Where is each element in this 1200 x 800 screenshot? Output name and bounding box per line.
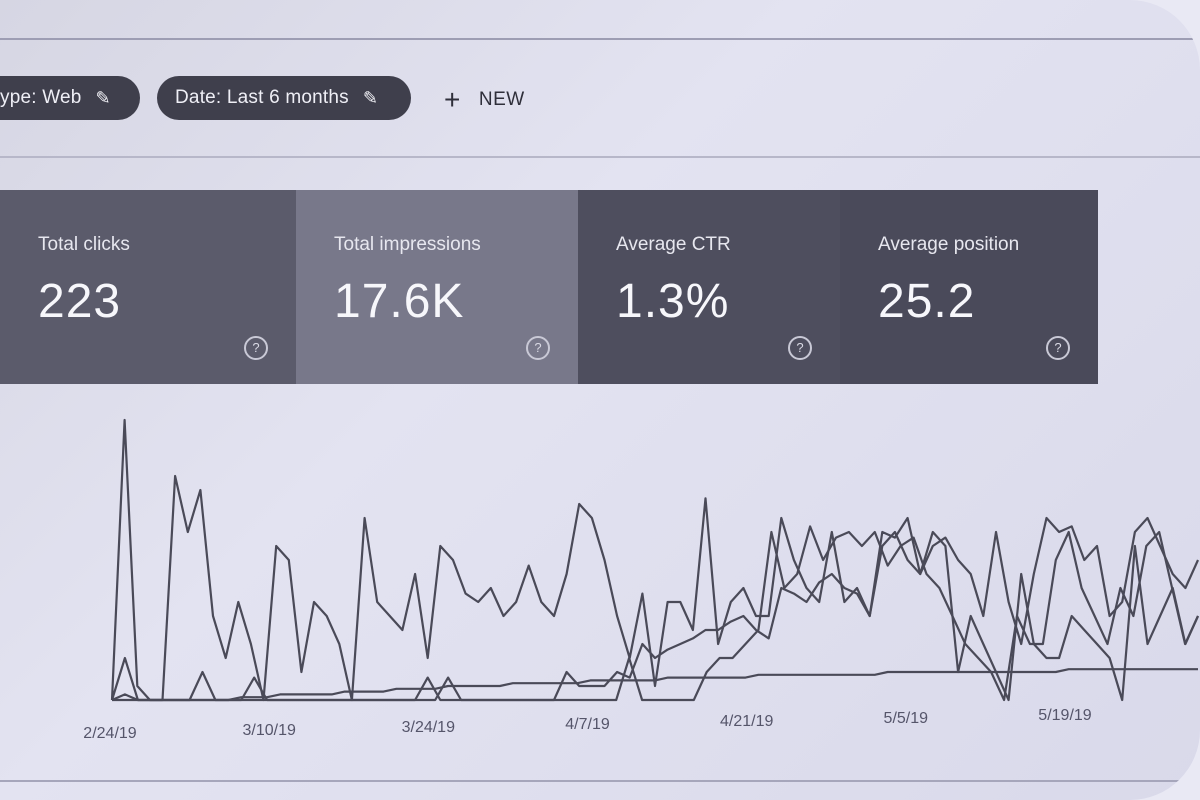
series-line-4 [111,668,1198,702]
metric-cards: Total clicks 223 ? Total impressions 17.… [0,190,1098,384]
toolbar-divider [0,156,1200,158]
help-icon[interactable]: ? [1046,336,1070,360]
date-filter-chip[interactable]: Date: Last 6 months ✎ [157,76,411,120]
metric-title: Average position [878,234,1020,255]
x-tick-label: 3/24/19 [402,719,455,736]
plus-icon: + [444,84,461,115]
new-filter-button[interactable]: + NEW [444,82,525,118]
help-icon[interactable]: ? [788,336,812,360]
help-icon[interactable]: ? [526,336,550,360]
date-filter-label: Date: Last 6 months [175,87,349,108]
search-type-filter-chip[interactable]: ype: Web ✎ [0,76,140,120]
series-line-3 [112,516,1200,702]
x-tick-label: 4/21/19 [720,713,773,730]
metric-title: Total impressions [334,234,481,255]
top-divider [0,38,1200,40]
bottom-divider [0,780,1200,782]
new-filter-label: NEW [478,89,525,110]
pencil-icon[interactable]: ✎ [95,87,111,108]
metric-value: 17.6K [334,275,465,328]
metric-card-average-position[interactable]: Average position 25.2 ? [840,190,1098,384]
x-tick-label: 2/24/19 [83,725,136,742]
x-axis-ticks: 2/24/19 3/10/19 3/24/19 4/7/19 4/21/19 5/5/19… [83,707,1091,742]
performance-line-chart: 2/24/19 3/10/19 3/24/19 4/7/19 4/21/19 5/5/19… [83,418,1200,742]
x-tick-label: 4/7/19 [565,716,610,733]
metric-value: 25.2 [878,275,976,328]
metric-card-total-impressions[interactable]: Total impressions 17.6K ? [296,190,578,384]
metric-card-total-clicks[interactable]: Total clicks 223 ? [0,190,296,384]
search-type-filter-label: ype: Web [0,87,82,108]
help-icon[interactable]: ? [244,336,268,360]
metric-title: Average CTR [616,234,731,255]
x-tick-label: 3/10/19 [243,722,296,739]
series-layer [110,418,1200,702]
filter-toolbar: ype: Web ✎ Date: Last 6 months ✎ + NEW [0,72,1200,124]
metric-card-average-ctr[interactable]: Average CTR 1.3% ? [578,190,840,384]
metric-value: 223 [38,275,122,328]
pencil-icon[interactable]: ✎ [362,87,379,108]
x-tick-label: 5/19/19 [1038,707,1091,724]
x-tick-label: 5/5/19 [884,710,929,727]
metric-value: 1.3% [616,275,730,328]
metric-title: Total clicks [38,234,130,255]
